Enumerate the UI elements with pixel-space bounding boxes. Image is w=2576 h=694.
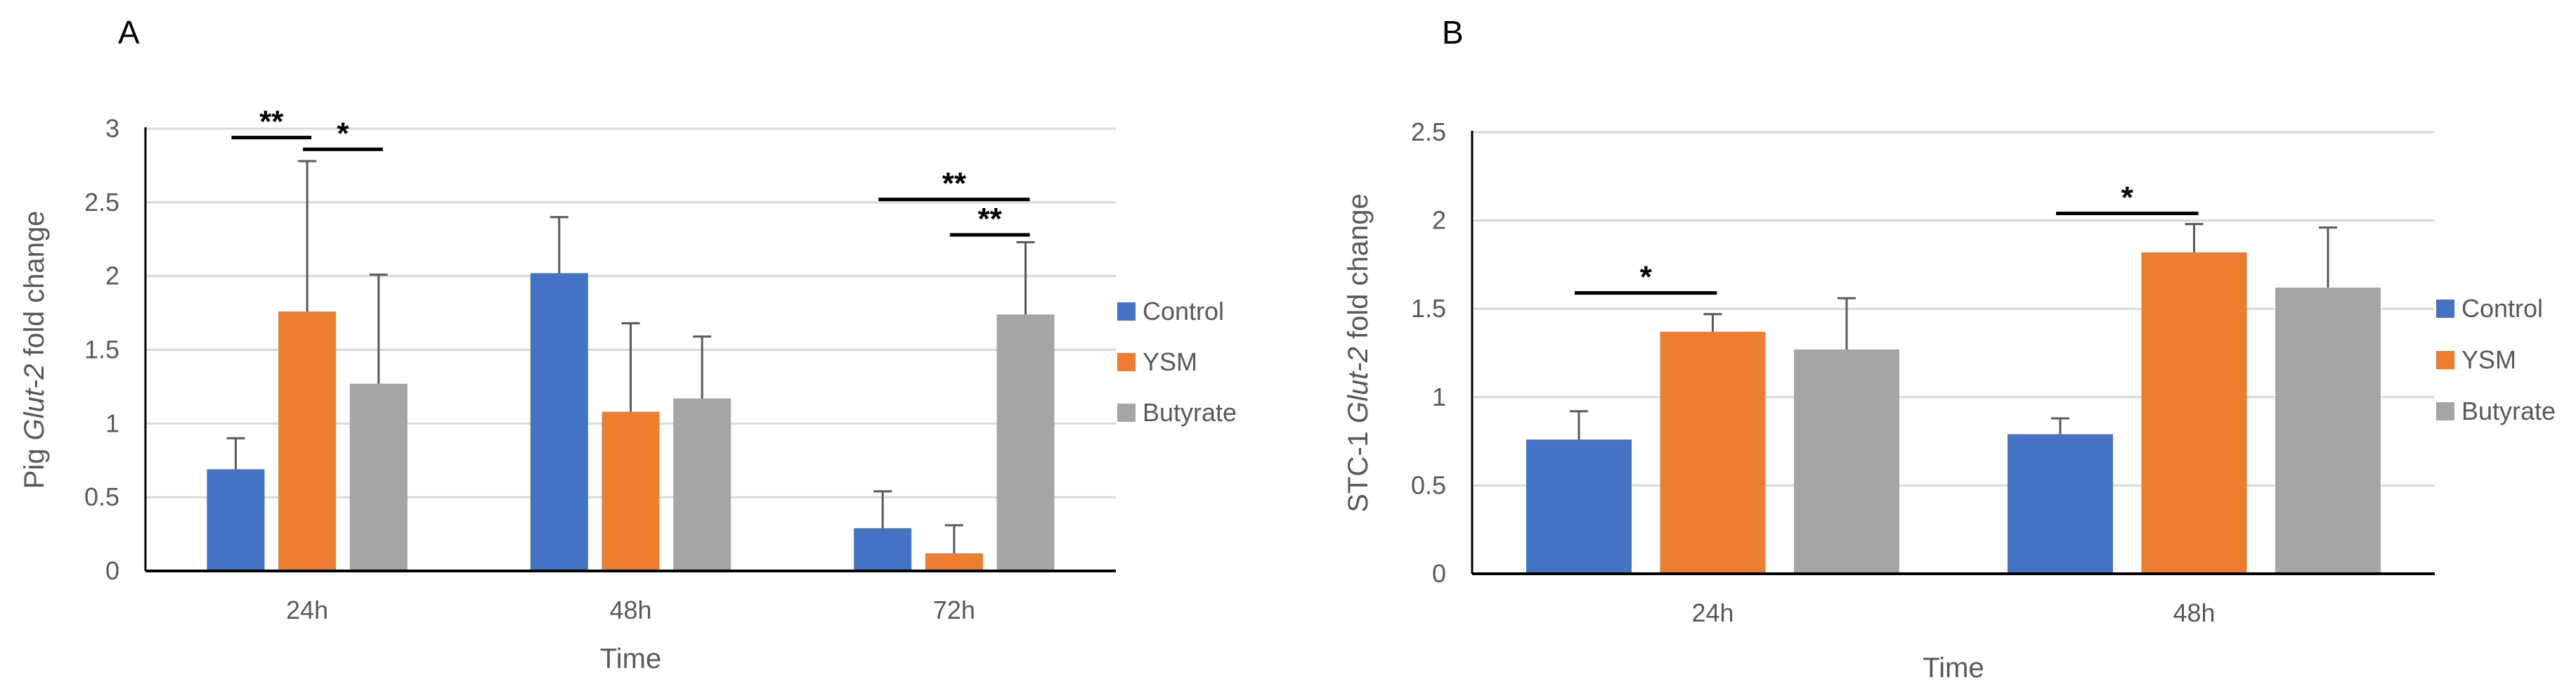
bar-ysm-72h	[925, 553, 983, 571]
x-axis-title: Time	[600, 643, 661, 674]
x-axis-title: Time	[1923, 653, 1984, 683]
y-axis-title-prefix: Pig	[19, 440, 50, 489]
y-axis-title: STC-1 Glut-2 fold change	[1343, 193, 1374, 513]
bar-control-24h	[207, 469, 265, 571]
bar-control-48h	[530, 273, 588, 571]
bar-butyrate-24h	[1794, 349, 1899, 574]
legend-swatch-ysm	[2436, 351, 2454, 369]
panel-letter: A	[118, 14, 140, 51]
y-tick-label: 2	[1432, 206, 1446, 235]
bar-control-24h	[1526, 439, 1632, 574]
legend-swatch-butyrate	[1117, 404, 1136, 422]
y-tick-label: 1.5	[1411, 294, 1446, 323]
y-axis-title-suffix: fold change	[1343, 193, 1374, 347]
y-tick-label: 2.5	[84, 188, 119, 217]
y-tick-label: 0	[1432, 559, 1446, 588]
bar-control-72h	[854, 528, 912, 571]
legend-swatch-control	[1117, 302, 1136, 321]
x-tick-label: 48h	[2173, 598, 2215, 627]
y-tick-label: 1	[105, 409, 119, 437]
y-tick-label: 2	[105, 262, 119, 290]
x-tick-label: 72h	[933, 596, 975, 624]
y-axis-title-gene: Glut-2	[1343, 347, 1374, 423]
legend-swatch-control	[2436, 300, 2454, 318]
legend: Control YSM Butyrate	[1117, 297, 1237, 427]
x-tick-label: 24h	[1691, 598, 1733, 627]
y-tick-label: 0.5	[84, 482, 119, 511]
significance-label: **	[978, 202, 1003, 236]
bar-butyrate-72h	[996, 314, 1055, 571]
legend-swatch-butyrate	[2436, 402, 2454, 420]
x-tick-label: 24h	[286, 596, 328, 624]
y-tick-label: 0	[105, 556, 119, 585]
legend-label-ysm: YSM	[1143, 347, 1197, 376]
bar-ysm-24h	[1660, 331, 1766, 574]
legend-label-butyrate: Butyrate	[1143, 398, 1237, 427]
y-axis-title-gene: Glut-2	[19, 364, 50, 441]
significance-label: **	[259, 105, 284, 139]
legend-label-ysm: YSM	[2461, 345, 2516, 374]
bar-butyrate-24h	[349, 383, 408, 571]
legend-label-control: Control	[2461, 294, 2543, 323]
panel-letter: B	[1442, 14, 1464, 51]
bar-control-48h	[2008, 434, 2113, 574]
y-tick-label: 2.5	[1411, 117, 1446, 146]
legend-label-control: Control	[1143, 297, 1224, 326]
x-tick-label: 48h	[609, 596, 651, 624]
y-tick-label: 1.5	[84, 335, 119, 364]
significance-label: *	[337, 116, 349, 150]
bar-butyrate-48h	[673, 398, 731, 571]
significance-label: *	[2121, 181, 2134, 215]
y-axis-title-suffix: fold change	[19, 211, 50, 364]
bar-ysm-24h	[278, 311, 337, 571]
significance-label: **	[942, 167, 967, 201]
bar-butyrate-48h	[2275, 288, 2381, 574]
legend-label-butyrate: Butyrate	[2461, 397, 2556, 425]
legend: Control YSM Butyrate	[2436, 294, 2556, 425]
y-tick-label: 3	[105, 114, 119, 143]
y-tick-label: 0.5	[1411, 470, 1446, 499]
legend-swatch-ysm	[1117, 353, 1136, 371]
y-tick-label: 1	[1432, 383, 1446, 411]
y-axis-title: Pig Glut-2 fold change	[19, 211, 50, 489]
significance-label: *	[1640, 260, 1653, 295]
y-axis-title-prefix: STC-1	[1343, 423, 1374, 513]
bar-ysm-48h	[2141, 252, 2247, 574]
bar-ysm-48h	[601, 411, 660, 571]
chart-panel-b: B 0 0.5 1 1.5 2 2.5 24h 48h * * Time STC-1 Glut-2 fo…	[1343, 14, 2556, 683]
